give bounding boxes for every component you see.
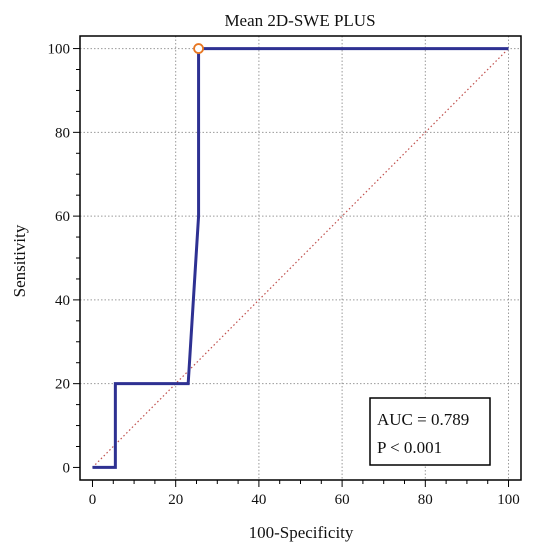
auc-box: AUC = 0.789 P < 0.001 (369, 397, 491, 466)
x-tick-label: 100 (497, 492, 520, 508)
y-axis-title: Sensitivity (10, 224, 29, 297)
y-tick-label: 40 (55, 293, 70, 309)
y-tick-label: 20 (55, 377, 70, 393)
y-tick-label: 80 (55, 125, 70, 141)
p-value-label: P < 0.001 (377, 438, 442, 457)
x-axis-title: 100-Specificity (249, 523, 354, 542)
x-tick-label: 40 (251, 492, 266, 508)
y-tick-label: 100 (48, 42, 71, 58)
optimal-cutoff-point (193, 43, 204, 54)
x-tick-label: 60 (335, 492, 350, 508)
auc-box-frame (369, 397, 491, 466)
grid (80, 36, 521, 480)
axis-ticks: 0 20 40 60 80 100 0 20 40 60 80 100 (48, 42, 520, 508)
x-tick-label: 80 (418, 492, 433, 508)
chart-title: Mean 2D-SWE PLUS (224, 11, 375, 30)
x-tick-label: 0 (89, 492, 97, 508)
y-tick-label: 60 (55, 209, 70, 225)
auc-label: AUC = 0.789 (377, 410, 469, 429)
x-tick-label: 20 (168, 492, 183, 508)
y-tick-label: 0 (63, 460, 71, 476)
plot-frame (79, 35, 522, 481)
plot-area (92, 43, 509, 469)
